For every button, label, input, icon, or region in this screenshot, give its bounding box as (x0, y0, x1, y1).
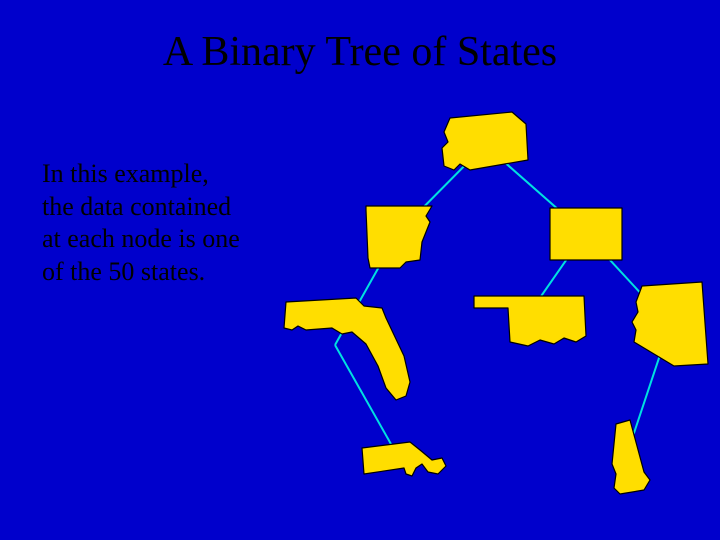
node-new-hampshire (612, 420, 650, 494)
node-massachusetts (362, 442, 446, 476)
nodes (284, 112, 708, 494)
node-arkansas (366, 206, 432, 268)
node-arizona (632, 282, 708, 366)
node-oklahoma (474, 296, 586, 346)
node-washington (442, 112, 528, 170)
caption-text: In this example, the data contained at e… (42, 158, 242, 288)
node-colorado (550, 208, 622, 260)
tree-diagram (250, 100, 720, 530)
page-title: A Binary Tree of States (0, 28, 720, 76)
node-florida (284, 298, 410, 400)
